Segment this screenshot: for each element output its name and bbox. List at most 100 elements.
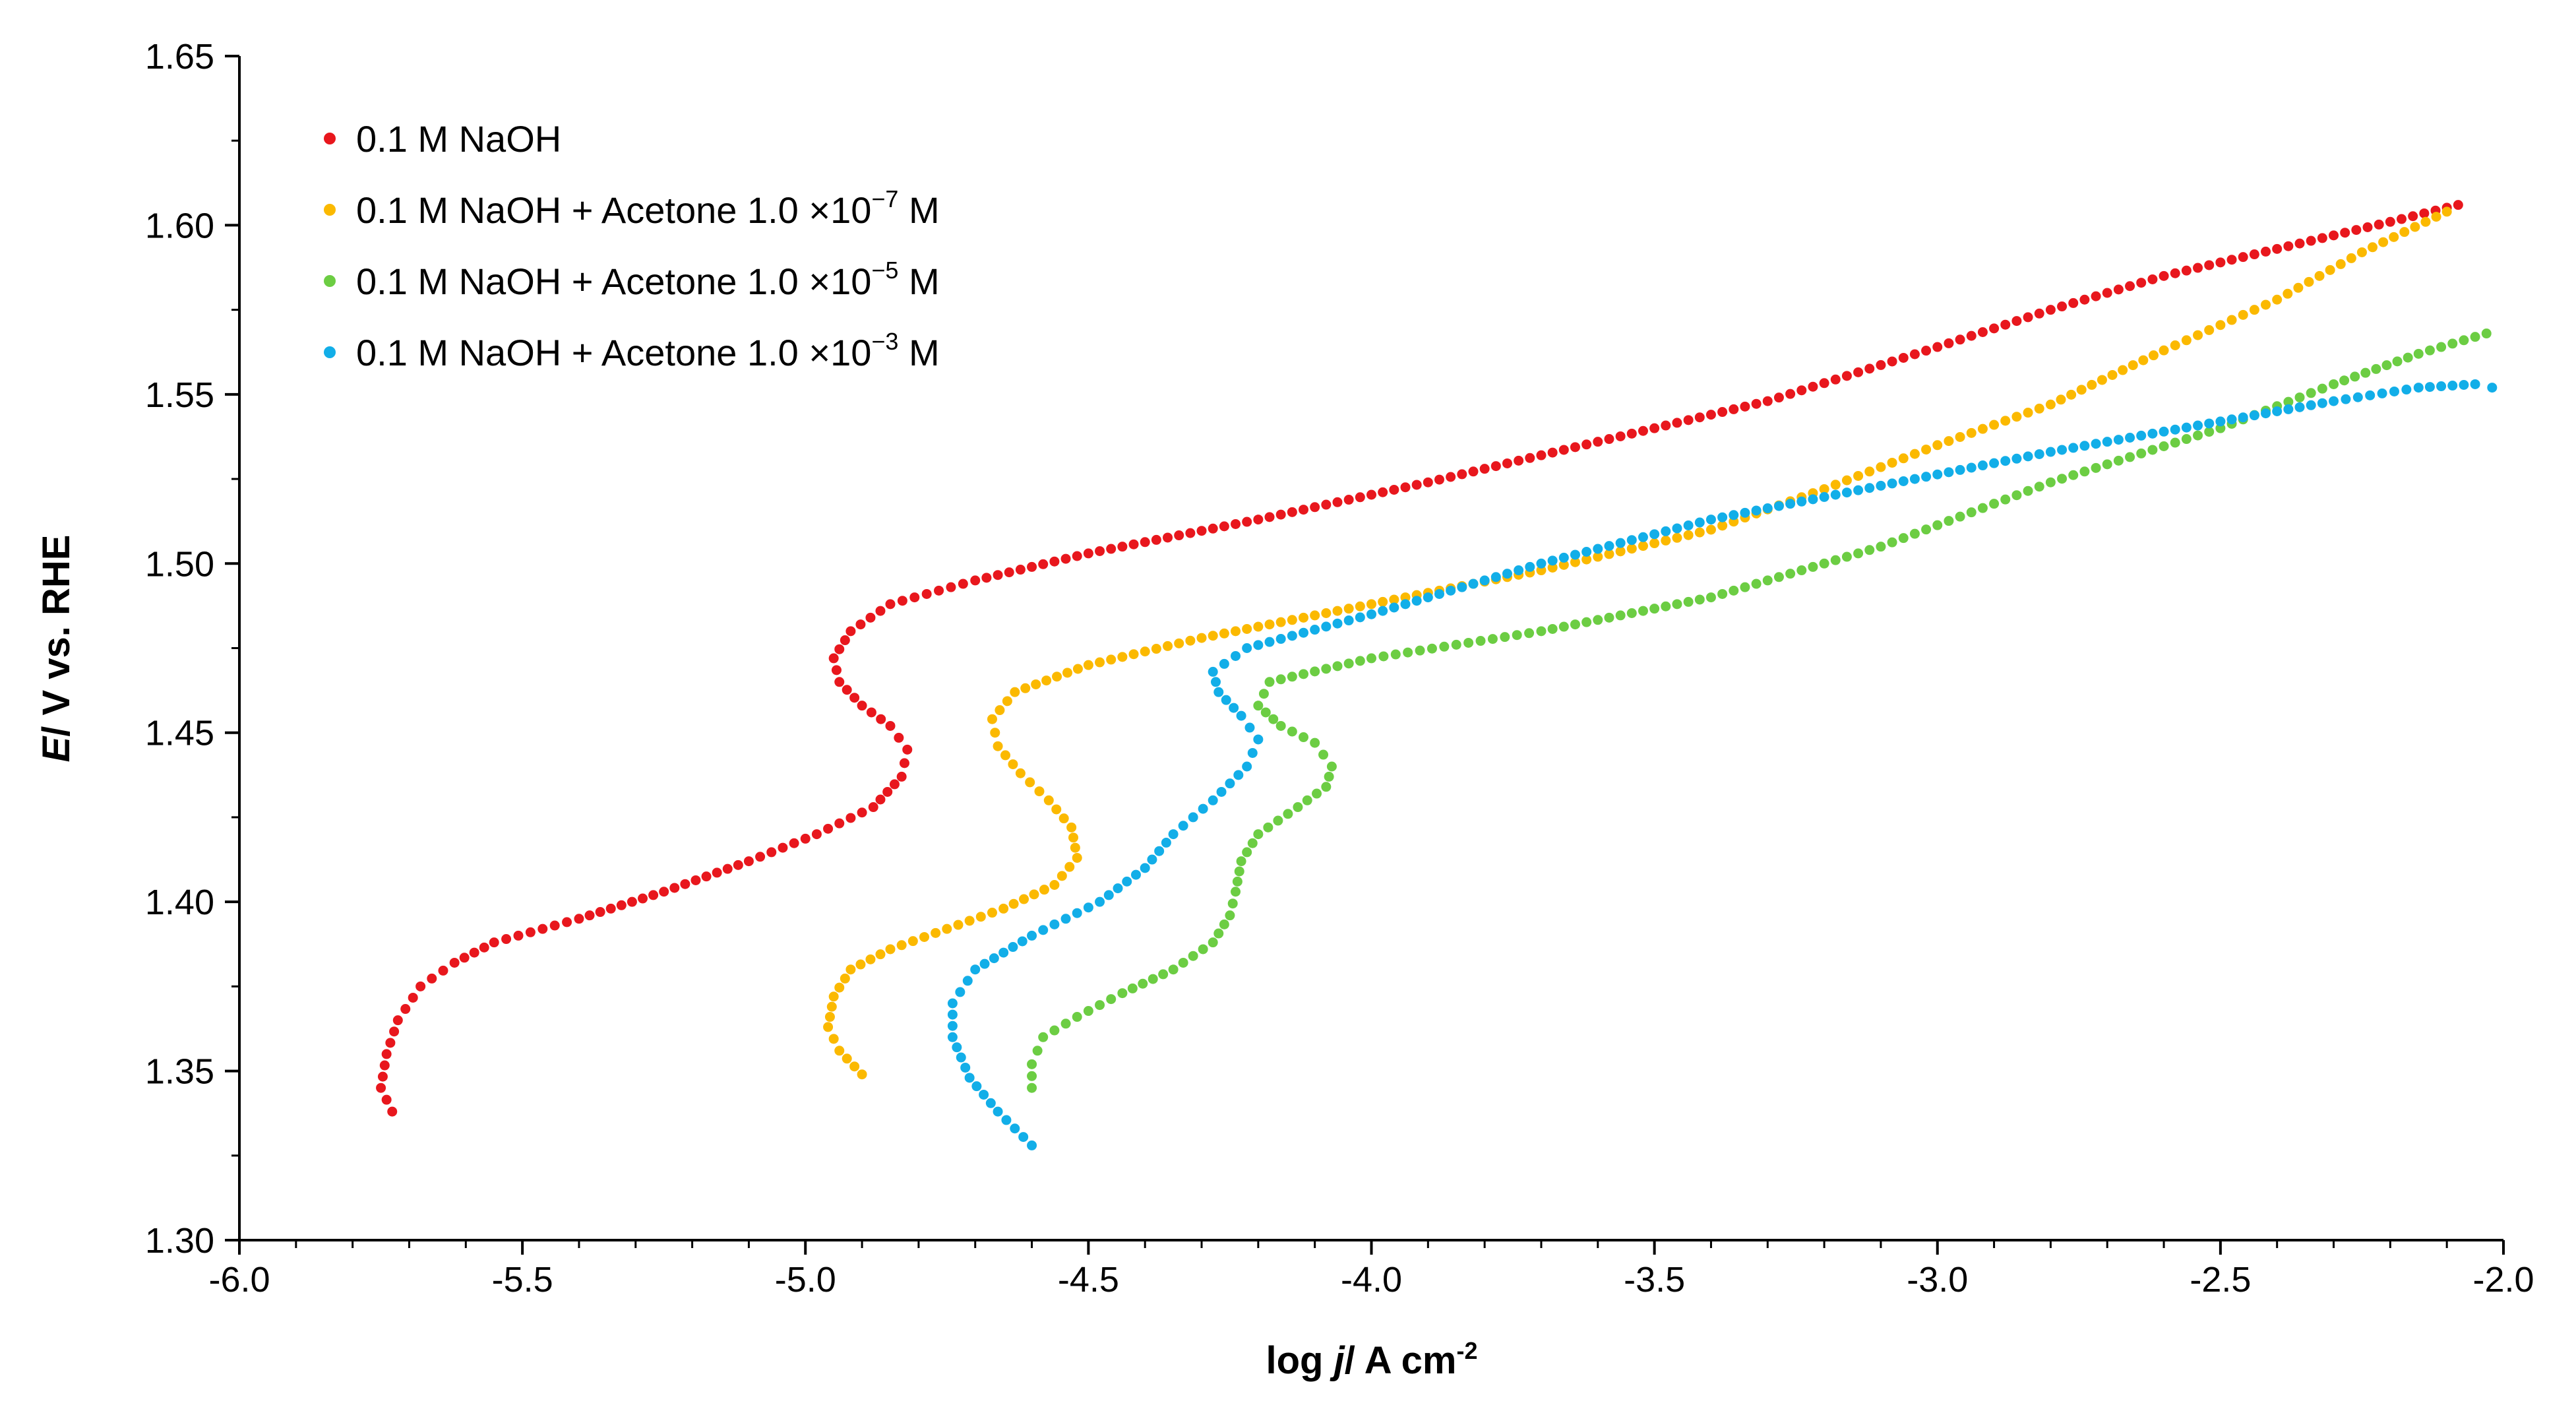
data-point <box>1502 569 1512 579</box>
data-point <box>1966 330 1977 341</box>
data-point <box>1310 666 1320 677</box>
data-point <box>1403 647 1413 658</box>
y-axis-ticks: 1.30 1.35 1.40 1.45 1.50 1.55 1.60 1.65 <box>145 37 239 1261</box>
data-point <box>2204 260 2215 270</box>
data-point <box>438 965 448 976</box>
data-point <box>2128 360 2138 371</box>
data-point <box>899 758 909 768</box>
data-point <box>1581 439 1592 450</box>
data-point <box>882 786 893 797</box>
data-point <box>1128 649 1139 660</box>
data-point <box>1321 608 1332 619</box>
data-point <box>857 807 867 818</box>
data-point <box>1260 707 1271 718</box>
data-point <box>1151 644 1161 654</box>
data-point <box>1785 389 1796 399</box>
data-point <box>1389 594 1399 605</box>
data-point <box>2034 482 2044 492</box>
data-point <box>1366 609 1376 619</box>
data-point <box>834 677 845 687</box>
data-point <box>1010 1123 1020 1134</box>
data-point <box>1072 1012 1082 1022</box>
data-point <box>2023 312 2033 323</box>
data-point <box>1751 579 1762 589</box>
data-point <box>1332 606 1343 616</box>
data-point <box>1154 846 1165 856</box>
data-point <box>2374 219 2384 230</box>
data-point <box>1514 565 1524 576</box>
data-point <box>1072 908 1082 918</box>
data-point <box>1536 450 1547 460</box>
data-point <box>1581 547 1592 557</box>
data-point <box>1321 664 1332 674</box>
data-point <box>1819 378 1829 389</box>
data-point <box>921 588 932 599</box>
legend-marker <box>324 133 336 144</box>
data-point <box>1378 596 1388 607</box>
data-point <box>1117 652 1128 662</box>
data-point <box>2436 381 2447 392</box>
data-point <box>2317 398 2327 408</box>
data-point <box>2389 232 2399 242</box>
data-point <box>1174 530 1184 541</box>
data-point <box>1830 555 1841 565</box>
data-point <box>1423 592 1433 603</box>
data-point <box>1796 385 1807 396</box>
y-tick-label: 1.30 <box>145 1221 214 1261</box>
data-point <box>2066 389 2077 400</box>
y-tick-label: 1.60 <box>145 206 214 245</box>
data-point <box>811 829 822 840</box>
data-point <box>1229 703 1239 713</box>
data-point <box>2102 437 2112 447</box>
data-point <box>1095 1000 1105 1011</box>
data-point <box>1796 496 1807 507</box>
data-point <box>894 732 904 743</box>
data-point <box>2045 399 2056 410</box>
data-point <box>1626 428 1637 439</box>
data-point <box>1887 457 1897 468</box>
data-point <box>712 867 722 878</box>
data-point <box>1231 518 1241 529</box>
data-point <box>1095 657 1105 668</box>
data-point <box>1127 983 1138 993</box>
data-point <box>2470 332 2480 342</box>
data-point <box>1299 505 1309 515</box>
data-point <box>1027 1059 1037 1069</box>
data-point <box>1581 554 1592 565</box>
data-point <box>377 1071 388 1082</box>
data-point <box>1332 618 1343 629</box>
data-point <box>449 957 460 968</box>
data-point <box>1015 768 1026 778</box>
data-point <box>1253 829 1264 840</box>
data-point <box>2034 308 2044 319</box>
data-point <box>1475 636 1486 646</box>
data-point <box>459 953 470 963</box>
data-point <box>1989 458 2000 468</box>
data-point <box>2226 414 2237 425</box>
data-point <box>1083 902 1093 913</box>
legend-item-3: 0.1 M NaOH + Acetone 1.0 ×10−5 M <box>324 257 940 302</box>
x-axis-title: log j/ A cm-2 <box>1266 1337 1478 1382</box>
data-point <box>2113 435 2124 445</box>
data-point <box>1502 458 1512 468</box>
data-point <box>1253 640 1264 650</box>
data-point <box>2378 237 2389 247</box>
data-point <box>1547 623 1558 634</box>
data-point <box>1434 474 1444 485</box>
data-point <box>2385 216 2395 227</box>
data-point <box>2294 238 2305 249</box>
data-point <box>1147 854 1157 865</box>
data-point <box>479 942 489 953</box>
data-point <box>1525 561 1535 572</box>
data-point <box>1615 431 1626 441</box>
data-point <box>1683 415 1694 425</box>
data-point <box>1887 356 1897 367</box>
x-tick-label: -4.5 <box>1058 1260 1119 1300</box>
data-point <box>2306 400 2316 410</box>
data-point <box>1321 621 1332 632</box>
data-point <box>845 964 856 975</box>
data-point <box>1966 507 1977 518</box>
data-point <box>2294 392 2305 402</box>
data-point <box>2215 257 2226 268</box>
data-point <box>1299 612 1309 623</box>
